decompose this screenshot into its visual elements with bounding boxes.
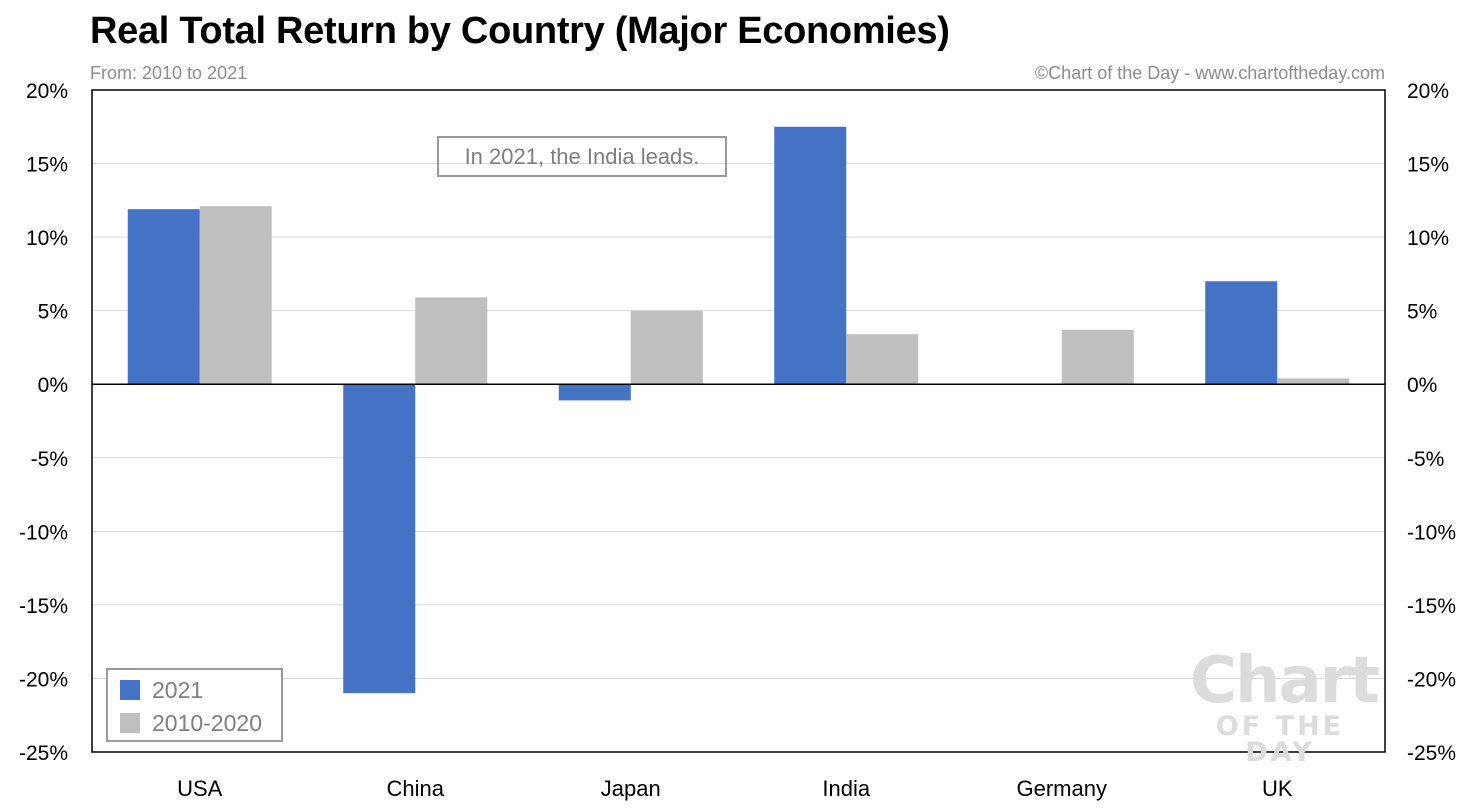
bars (127, 126, 1350, 694)
y-tick-label-right: 5% (1407, 301, 1437, 324)
legend: 2021 2010-2020 (106, 668, 283, 742)
watermark-logo: Chart OF THE DAY (1190, 644, 1380, 768)
bar-usa-2010-2020 (199, 206, 272, 385)
y-tick-label-right: 15% (1407, 154, 1449, 177)
y-tick-label-left: 10% (26, 227, 68, 250)
x-tick-label: UK (1262, 776, 1293, 801)
watermark-line1: Chart (1190, 644, 1380, 718)
y-tick-label-left: -25% (19, 742, 68, 765)
y-tick-labels-left: 20% 15% 10% 5% 0% -5% -10% -15% -20% -25% (19, 80, 68, 765)
y-tick-label-right: -15% (1407, 595, 1456, 618)
y-tick-label-left: 0% (38, 374, 68, 397)
y-tick-label-left: -10% (19, 521, 68, 544)
x-tick-label: USA (177, 776, 223, 801)
y-tick-label-right: -20% (1407, 668, 1456, 691)
chart-subtitle: From: 2010 to 2021 (90, 63, 248, 83)
chart-title: Real Total Return by Country (Major Econ… (90, 10, 950, 52)
bar-germany-2010-2020 (1061, 329, 1134, 385)
y-tick-labels-right: 20% 15% 10% 5% 0% -5% -10% -15% -20% -25% (1407, 80, 1456, 765)
x-tick-label: Germany (1017, 776, 1107, 801)
bar-china-2010-2020 (415, 297, 488, 385)
x-tick-label: Japan (601, 776, 661, 801)
y-tick-label-right: -5% (1407, 448, 1444, 471)
bar-uk-2021 (1205, 281, 1278, 385)
y-tick-label-left: 20% (26, 80, 68, 103)
annotation-box: In 2021, the India leads. (437, 136, 727, 177)
y-tick-label-left: 15% (26, 154, 68, 177)
legend-label-2021: 2021 (152, 676, 204, 703)
x-tick-labels: USA China Japan India Germany UK (177, 776, 1293, 801)
y-tick-label-left: -5% (31, 448, 68, 471)
plot-frame (91, 89, 1386, 753)
bar-uk-2010-2020 (1277, 378, 1350, 385)
y-tick-label-left: -15% (19, 595, 68, 618)
legend-label-2010-2020: 2010-2020 (152, 709, 262, 736)
y-tick-label-left: -20% (19, 668, 68, 691)
y-tick-label-right: -10% (1407, 521, 1456, 544)
y-tick-label-right: -25% (1407, 742, 1456, 765)
bar-japan-2021 (558, 384, 631, 401)
y-tick-label-right: 20% (1407, 80, 1449, 103)
x-tick-label: China (387, 776, 445, 801)
legend-swatch-2010-2020 (120, 713, 140, 733)
watermark-line2: OF THE DAY (1215, 711, 1345, 768)
y-tick-label-right: 0% (1407, 374, 1437, 397)
legend-item-2021: 2021 (120, 675, 203, 705)
bar-china-2021 (343, 384, 416, 694)
y-tick-label-left: 5% (38, 301, 68, 324)
bar-india-2010-2020 (846, 334, 919, 385)
x-tick-label: India (822, 776, 870, 801)
legend-item-2010-2020: 2010-2020 (120, 708, 262, 738)
bar-usa-2021 (127, 209, 200, 385)
y-tick-label-right: 10% (1407, 227, 1449, 250)
bar-india-2021 (774, 126, 847, 385)
chart-credit: ©Chart of the Day - www.chartoftheday.co… (1034, 63, 1385, 83)
axes (91, 89, 1386, 753)
legend-swatch-2021 (120, 680, 140, 700)
gridlines (92, 89, 1385, 753)
bar-japan-2010-2020 (630, 310, 703, 385)
